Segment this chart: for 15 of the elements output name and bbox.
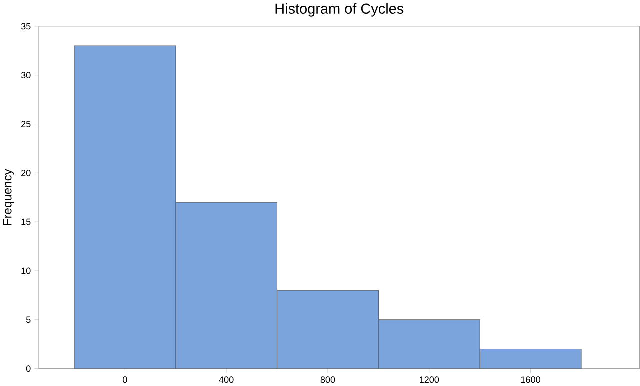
y-tick-label: 10 xyxy=(22,268,31,274)
y-tick-label: 0 xyxy=(26,365,31,372)
y-tick-label: 25 xyxy=(22,120,31,128)
y-tick-label: 5 xyxy=(26,316,31,323)
x-tick-label: 400 xyxy=(219,376,234,383)
chart-title: Histogram of Cycles xyxy=(276,3,404,17)
x-tick-label: 1200 xyxy=(420,376,440,383)
x-tick-label: 0 xyxy=(123,376,128,383)
y-tick-label: 35 xyxy=(21,23,31,30)
y-tick-label: 30 xyxy=(21,72,31,78)
y-tick-label: 20 xyxy=(22,170,31,176)
x-tick-label: 1600 xyxy=(521,376,541,383)
x-tick-label: 800 xyxy=(320,376,336,383)
y-tick-label: 15 xyxy=(22,218,31,226)
y-axis-title: Frequency xyxy=(3,168,14,225)
